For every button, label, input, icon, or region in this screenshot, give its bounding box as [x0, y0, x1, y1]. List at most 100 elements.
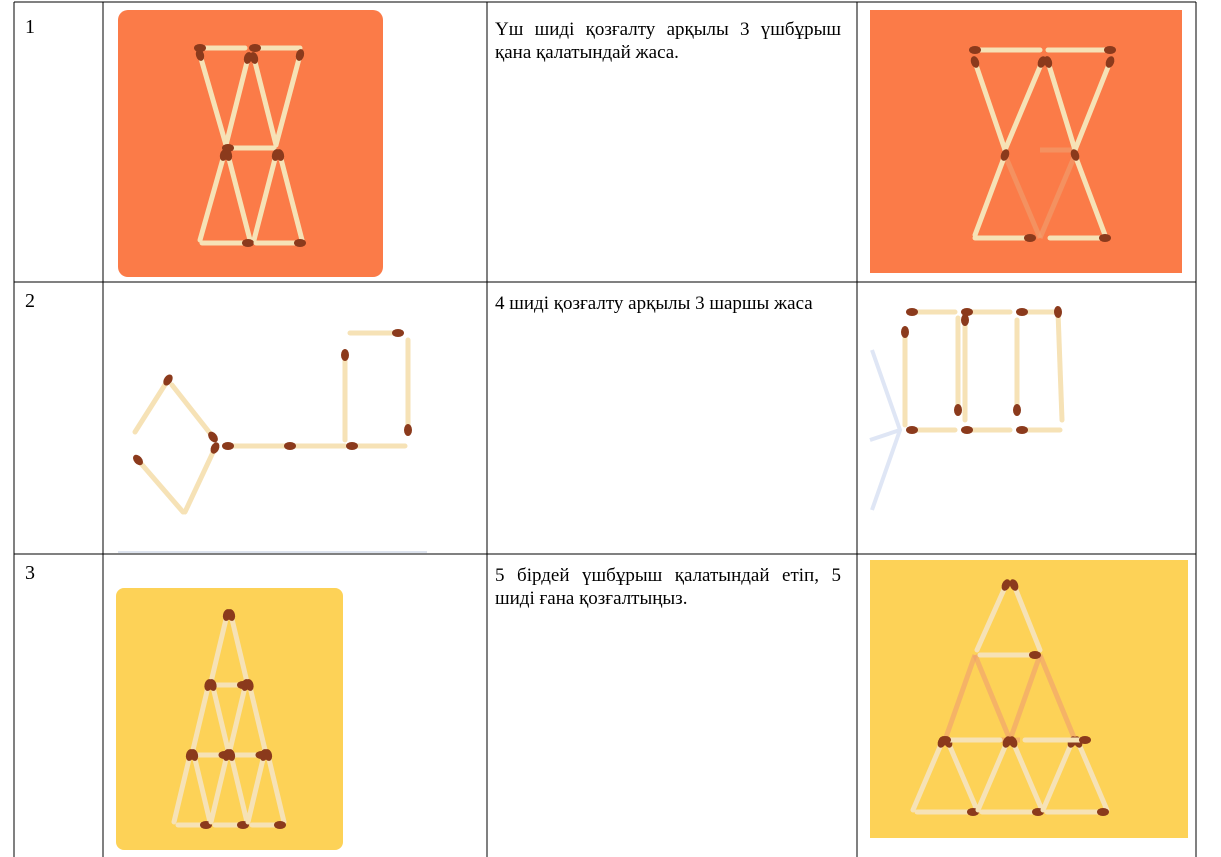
match-head	[226, 609, 236, 621]
match-head	[1001, 579, 1011, 591]
table-borders	[13, 1, 1197, 857]
match-head	[1008, 736, 1018, 748]
match-head	[392, 329, 404, 337]
match-head	[133, 454, 143, 466]
match-head	[1043, 56, 1053, 68]
match	[277, 152, 305, 243]
match-head	[295, 49, 305, 61]
match-head	[1016, 308, 1028, 316]
match-head	[1029, 651, 1041, 659]
match-head	[226, 749, 236, 761]
match-head	[210, 442, 220, 454]
match-head	[249, 44, 261, 52]
match	[910, 739, 945, 813]
match-head	[1013, 404, 1021, 416]
match	[974, 582, 1009, 653]
match-head	[954, 404, 962, 416]
match-head	[249, 52, 259, 64]
match	[227, 682, 248, 755]
match-head	[1097, 808, 1109, 816]
row-number: 2	[25, 290, 35, 312]
match	[210, 682, 231, 755]
match-head	[242, 239, 254, 247]
match	[169, 382, 216, 440]
faint-match	[972, 654, 1013, 741]
match	[265, 752, 287, 825]
match	[197, 52, 229, 148]
match-head	[222, 442, 234, 450]
match-head	[1105, 56, 1115, 68]
match	[945, 739, 980, 813]
faint-match	[1037, 154, 1078, 239]
match-head	[961, 314, 969, 326]
match-head	[223, 149, 233, 161]
match	[225, 152, 253, 243]
match	[132, 377, 171, 435]
match	[208, 612, 230, 685]
match-head	[404, 424, 412, 436]
match	[228, 612, 250, 685]
match-head	[194, 44, 206, 52]
match-head	[195, 49, 205, 61]
match-head	[1099, 234, 1111, 242]
match-head	[284, 442, 296, 450]
row-number: 1	[25, 16, 35, 38]
faint-match	[1002, 154, 1043, 239]
match-head	[208, 431, 218, 443]
match-head	[906, 426, 918, 434]
match	[190, 682, 211, 755]
match	[223, 55, 251, 148]
solution-image	[870, 10, 1182, 273]
match-head	[208, 679, 217, 691]
matchsticks	[132, 44, 1116, 829]
faint-match	[1037, 654, 1078, 741]
task-text: Үш шиді қозғалту арқылы 3 үшбұрыш қана қ…	[495, 19, 841, 63]
match-head	[1009, 579, 1019, 591]
match-head	[906, 308, 918, 316]
match	[1002, 59, 1045, 153]
match	[972, 152, 1008, 238]
faint-match	[942, 654, 978, 741]
match-head	[970, 56, 980, 68]
match	[228, 752, 250, 825]
match	[975, 739, 1010, 813]
match	[1040, 739, 1075, 813]
match-head	[1079, 736, 1091, 744]
match	[1011, 582, 1043, 653]
faint-match	[1007, 654, 1043, 741]
match-head	[1104, 46, 1116, 54]
match	[208, 752, 230, 825]
match	[245, 752, 267, 825]
match-head	[939, 736, 951, 744]
puzzle-image	[116, 588, 343, 850]
match	[251, 152, 279, 243]
puzzle-image	[118, 290, 427, 554]
match	[273, 52, 303, 148]
match	[135, 457, 186, 515]
match-head	[274, 821, 286, 829]
match-head	[1070, 149, 1080, 161]
match	[182, 445, 218, 515]
match	[197, 152, 227, 243]
match	[191, 752, 213, 825]
match	[251, 55, 279, 148]
match-head	[263, 749, 273, 761]
match-head	[294, 239, 306, 247]
match-head	[969, 46, 981, 54]
match-head	[1000, 149, 1010, 161]
match-head	[1016, 426, 1028, 434]
match-head	[1053, 306, 1063, 318]
row-number: 3	[25, 562, 35, 584]
match	[171, 752, 193, 825]
match-head	[346, 442, 358, 450]
match-head	[189, 749, 199, 761]
match	[1010, 739, 1045, 813]
match	[1045, 59, 1078, 153]
task-text: 4 шиді қозғалту арқылы 3 шаршы жаса	[495, 293, 813, 314]
task-text: 5 бірдей үшбұрыш қалатындай етіп, 5 шиді…	[495, 565, 841, 609]
match-head	[275, 149, 285, 161]
match	[1055, 309, 1065, 423]
match-head	[1024, 234, 1036, 242]
